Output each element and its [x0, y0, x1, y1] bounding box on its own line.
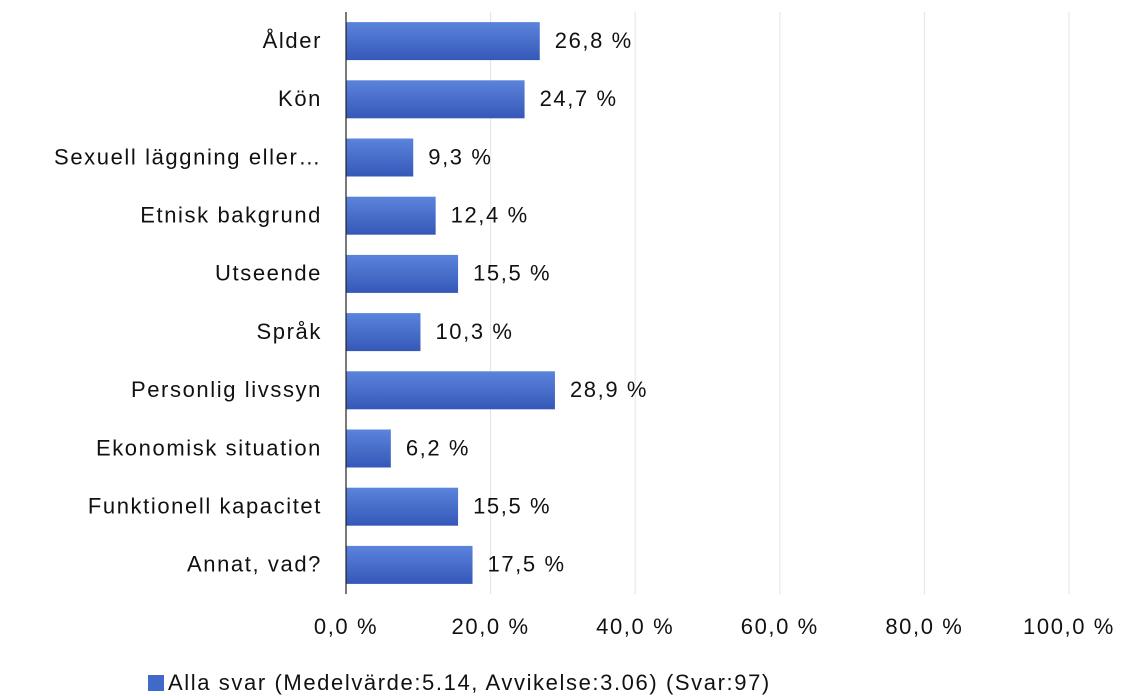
y-tick-label: Ekonomisk situation — [96, 435, 322, 460]
legend-swatch — [148, 675, 164, 691]
bar — [346, 429, 391, 468]
y-tick-label: Funktionell kapacitet — [88, 494, 322, 519]
y-tick-label: Utseende — [215, 261, 322, 286]
x-tick-label: 100,0 % — [1023, 614, 1115, 639]
bar — [346, 22, 540, 61]
data-label: 15,5 % — [473, 494, 551, 519]
x-tick-label: 20,0 % — [452, 614, 530, 639]
y-tick-label: Kön — [278, 86, 322, 111]
x-tick-label: 60,0 % — [741, 614, 819, 639]
bar — [346, 313, 421, 352]
bar — [346, 487, 459, 526]
y-tick-label: Annat, vad? — [187, 552, 322, 577]
data-label: 9,3 % — [428, 144, 492, 169]
legend-label: Alla svar (Medelvärde:5.14, Avvikelse:3.… — [168, 670, 771, 695]
bar — [346, 254, 459, 293]
data-label: 15,5 % — [473, 261, 551, 286]
data-label: 28,9 % — [570, 377, 648, 402]
x-tick-label: 40,0 % — [596, 614, 674, 639]
data-label: 10,3 % — [435, 319, 513, 344]
bar — [346, 545, 473, 584]
data-label: 24,7 % — [540, 86, 618, 111]
data-label: 26,8 % — [555, 28, 633, 53]
data-label: 17,5 % — [488, 552, 566, 577]
bar — [346, 138, 414, 177]
y-tick-label: Språk — [257, 319, 322, 344]
bar — [346, 196, 436, 235]
data-label: 6,2 % — [406, 435, 470, 460]
y-tick-label: Sexuell läggning eller… — [54, 144, 322, 169]
y-tick-label: Ålder — [263, 28, 322, 53]
x-tick-label: 0,0 % — [314, 614, 378, 639]
y-tick-label: Etnisk bakgrund — [140, 203, 322, 228]
y-tick-label: Personlig livssyn — [131, 377, 322, 402]
data-label: 12,4 % — [451, 203, 529, 228]
bar — [346, 371, 555, 410]
bar — [346, 80, 525, 119]
x-tick-label: 80,0 % — [885, 614, 963, 639]
